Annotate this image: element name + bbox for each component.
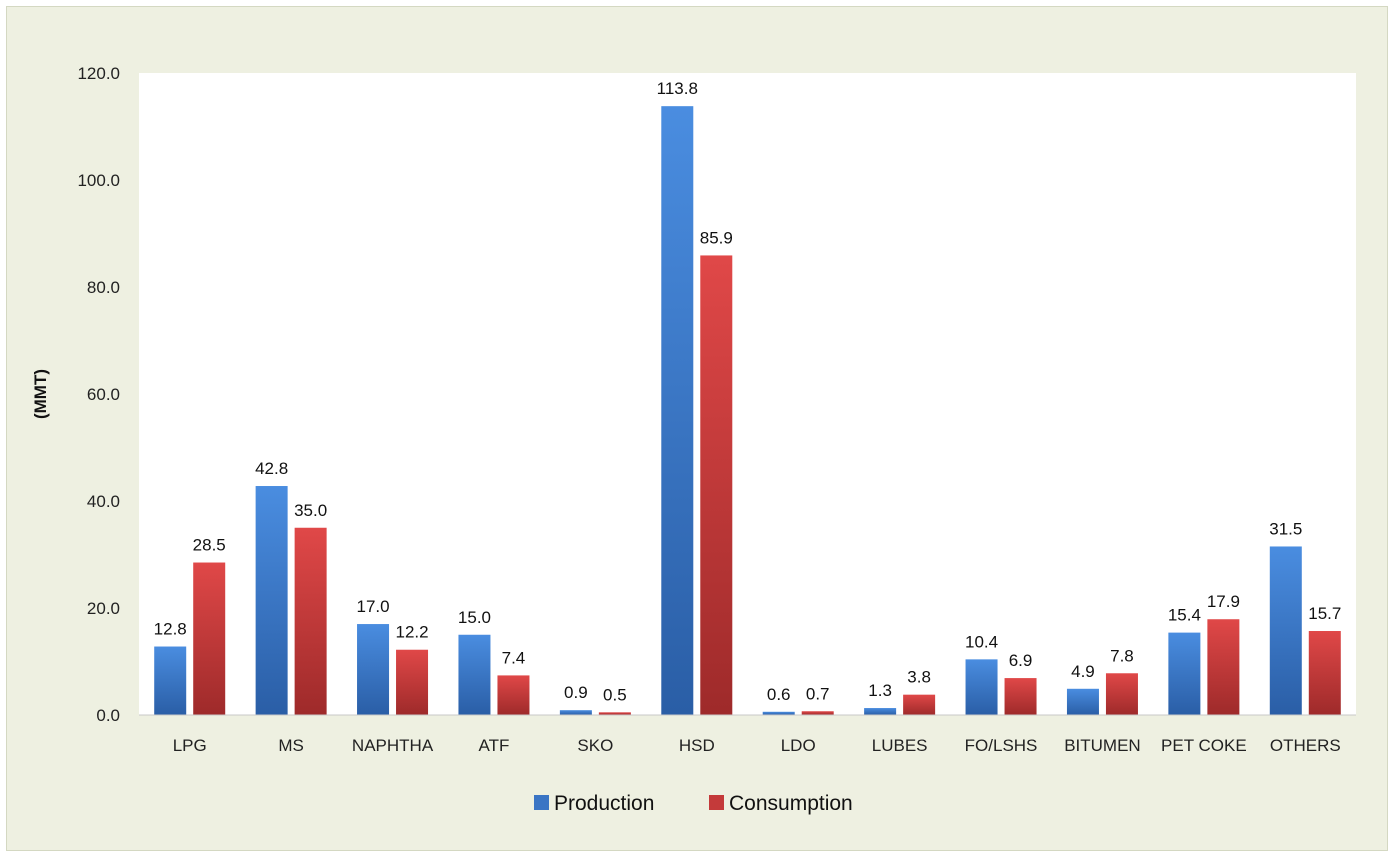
legend-label-consumption: Consumption [729, 792, 853, 815]
bar-production-naphtha [357, 624, 390, 715]
bar-production-others [1269, 546, 1302, 715]
y-tick-label: 60.0 [87, 385, 120, 404]
x-tick-label: NAPHTHA [352, 736, 434, 755]
y-tick-label: 0.0 [96, 706, 120, 725]
bars: 12.8 28.5 42.8 35.0 17.0 12.2 15.0 7.4 0.9 0.5 113… [154, 79, 1341, 716]
data-label: 15.4 [1168, 606, 1201, 625]
data-label: 4.9 [1071, 662, 1095, 681]
data-label: 17.9 [1207, 592, 1240, 611]
x-tick-label: BITUMEN [1064, 736, 1141, 755]
legend-swatch-consumption [709, 795, 724, 810]
y-tick-label: 40.0 [87, 492, 120, 511]
data-label: 15.7 [1308, 604, 1341, 623]
data-label: 113.8 [657, 79, 698, 98]
legend-swatch-production [534, 795, 549, 810]
data-label: 15.0 [458, 608, 491, 627]
data-label: 1.3 [868, 681, 892, 700]
x-tick-label: LDO [781, 736, 816, 755]
x-tick-label: LPG [173, 736, 207, 755]
x-axis: LPG MS NAPHTHA ATF SKO HSD LDO LUBES FO/LSHS BITU… [173, 736, 1341, 755]
x-tick-label: HSD [679, 736, 715, 755]
data-label: 12.8 [154, 620, 187, 639]
x-tick-label: OTHERS [1270, 736, 1341, 755]
bar-consumption-atf [497, 675, 530, 715]
bar-production-ldo [762, 711, 795, 715]
bar-consumption-ldo [801, 711, 834, 715]
bar-production-sko [559, 710, 592, 715]
y-tick-label: 80.0 [87, 278, 120, 297]
y-axis: 0.0 20.0 40.0 60.0 80.0 100.0 120.0 [77, 64, 120, 725]
plot-area [139, 73, 1356, 715]
data-label: 17.0 [356, 597, 389, 616]
bar-consumption-lubes [903, 694, 936, 715]
data-label: 12.2 [395, 623, 428, 642]
bar-production-lpg [154, 646, 187, 715]
y-tick-label: 100.0 [77, 171, 120, 190]
x-tick-label: ATF [479, 736, 510, 755]
bar-consumption-bitumen [1105, 673, 1138, 715]
data-label: 7.4 [502, 648, 526, 667]
data-label: 7.8 [1110, 646, 1134, 665]
data-label: 35.0 [294, 501, 327, 520]
data-label: 0.5 [603, 685, 627, 704]
x-tick-label: LUBES [872, 736, 928, 755]
bar-production-hsd [661, 106, 694, 716]
x-tick-label: PET COKE [1161, 736, 1247, 755]
bar-consumption-naphtha [396, 649, 429, 715]
y-tick-label: 20.0 [87, 599, 120, 618]
data-label: 0.6 [767, 685, 791, 704]
bar-consumption-fo-lshs [1004, 678, 1037, 715]
bar-production-pet-coke [1168, 632, 1201, 715]
bar-consumption-sko [598, 712, 631, 715]
bar-consumption-ms [294, 527, 327, 715]
data-label: 0.9 [564, 683, 588, 702]
bar-production-fo-lshs [965, 659, 998, 715]
bar-production-ms [255, 486, 288, 715]
bar-consumption-hsd [700, 255, 733, 715]
y-axis-title: (MMT) [31, 369, 50, 419]
x-tick-label: MS [278, 736, 304, 755]
x-tick-label: SKO [577, 736, 613, 755]
bar-consumption-others [1308, 631, 1341, 715]
bar-production-bitumen [1066, 688, 1099, 715]
data-label: 6.9 [1009, 651, 1033, 670]
legend: Production Consumption [534, 792, 853, 815]
x-tick-label: FO/LSHS [965, 736, 1038, 755]
bar-production-atf [458, 634, 491, 715]
data-label: 28.5 [193, 536, 226, 555]
data-label: 3.8 [907, 668, 931, 687]
data-label: 85.9 [700, 228, 733, 247]
bar-consumption-lpg [193, 562, 226, 715]
data-label: 42.8 [255, 459, 288, 478]
data-label: 10.4 [965, 632, 998, 651]
bar-production-lubes [864, 708, 897, 715]
bar-consumption-pet-coke [1207, 619, 1240, 715]
y-tick-label: 120.0 [77, 64, 120, 83]
data-label: 0.7 [806, 684, 830, 703]
data-label: 31.5 [1269, 519, 1302, 538]
legend-label-production: Production [554, 792, 654, 815]
